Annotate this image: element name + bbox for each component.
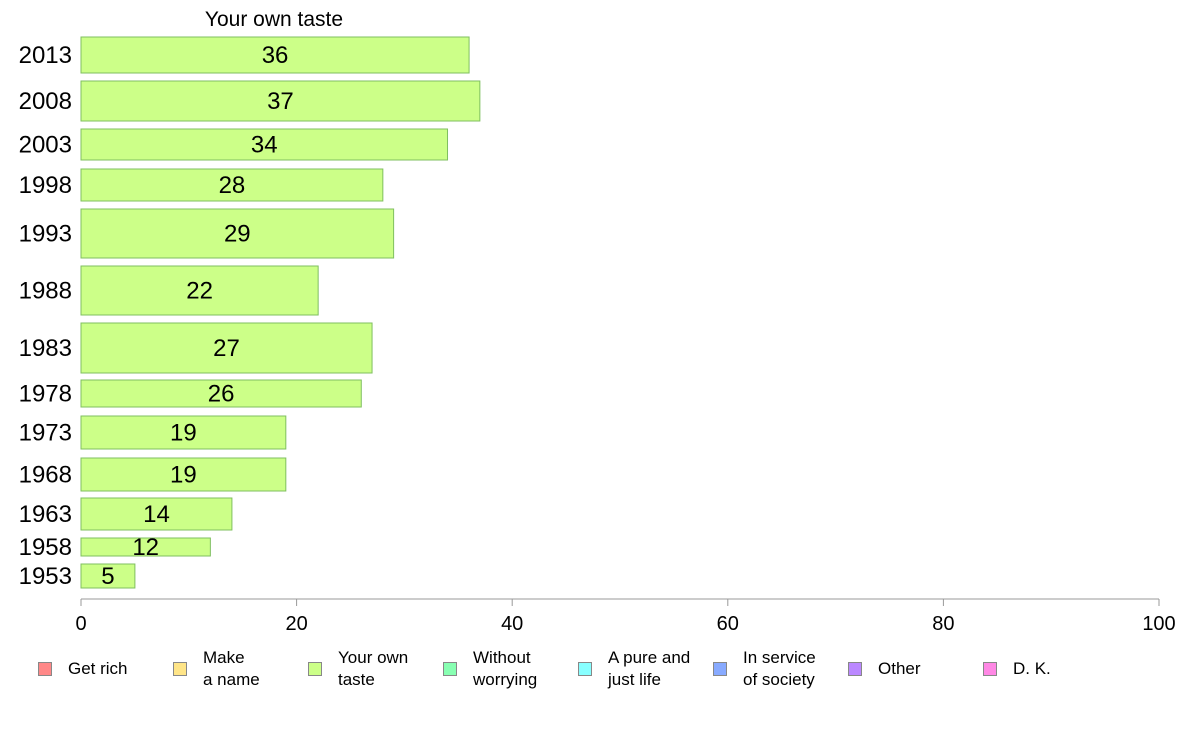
bar-1978 (80, 379, 362, 408)
legend-label: Your own taste (338, 648, 409, 689)
category-label-1983: 1983 (19, 335, 72, 362)
value-label-1973: 19 (170, 420, 197, 447)
legend-item: Make a name (173, 646, 260, 692)
legend-label: Get rich (68, 659, 128, 678)
value-label-1963: 14 (143, 501, 170, 528)
legend-item: In service of society (713, 646, 816, 692)
category-label-1993: 1993 (19, 221, 72, 248)
bar-1993 (80, 208, 395, 259)
x-tick-label-40: 40 (501, 613, 523, 635)
x-axis: 0 20 40 60 80 100 (75, 598, 1176, 635)
x-tick-label-100: 100 (1142, 613, 1175, 635)
legend-item: D. K. (983, 646, 1051, 692)
legend-label: Make a name (203, 648, 260, 689)
category-label-1998: 1998 (19, 172, 72, 199)
bars-group: 2013 36 2008 37 2003 34 1998 28 1993 29 1988 22 1983… (19, 36, 481, 590)
legend-item: Without worrying (443, 646, 537, 692)
bar-2003 (80, 128, 449, 161)
bar-1973 (80, 415, 287, 450)
category-label-1973: 1973 (19, 420, 72, 447)
legend-swatch (173, 662, 187, 676)
legend-label: In service of society (743, 648, 816, 689)
bar-chart: Your own taste 2013 36 2008 37 2003 34 1998 28 1… (19, 8, 1176, 635)
bar-1953 (80, 563, 136, 589)
legend-item: A pure and just life (578, 646, 690, 692)
category-label-2008: 2008 (19, 88, 72, 115)
legend-item: Your own taste (308, 646, 408, 692)
legend-label: Other (878, 659, 921, 678)
legend-swatch (578, 662, 592, 676)
bar-1983 (80, 322, 373, 374)
x-tick-label-60: 60 (717, 613, 739, 635)
category-label-2003: 2003 (19, 132, 72, 159)
bar-1958 (80, 537, 211, 557)
value-label-1998: 28 (219, 172, 246, 199)
value-label-1978: 26 (208, 381, 235, 408)
category-label-1963: 1963 (19, 501, 72, 528)
legend-swatch (848, 662, 862, 676)
legend-swatch (443, 662, 457, 676)
x-tick-label-80: 80 (932, 613, 954, 635)
value-label-1968: 19 (170, 462, 197, 489)
category-label-1978: 1978 (19, 381, 72, 408)
value-label-1953: 5 (101, 563, 114, 590)
bar-2008 (80, 80, 481, 122)
chart-title: Your own taste (205, 8, 343, 31)
legend-item: Get rich (38, 646, 128, 692)
bar-1968 (80, 457, 287, 492)
value-label-1988: 22 (186, 278, 213, 305)
bar-2013 (80, 36, 470, 74)
category-label-1968: 1968 (19, 462, 72, 489)
value-label-2013: 36 (262, 42, 289, 69)
bar-1998 (80, 168, 384, 202)
legend-label: A pure and just life (608, 648, 691, 689)
legend-item: Other (848, 646, 921, 692)
legend-label: D. K. (1013, 659, 1051, 678)
value-label-2008: 37 (267, 88, 294, 115)
legend-label: Without worrying (473, 648, 538, 689)
value-label-1983: 27 (213, 335, 240, 362)
category-label-1953: 1953 (19, 563, 72, 590)
bar-1988 (80, 265, 319, 316)
x-tick-label-0: 0 (75, 613, 86, 635)
value-label-2003: 34 (251, 132, 278, 159)
value-label-1958: 12 (132, 534, 159, 561)
x-tick-label-20: 20 (285, 613, 307, 635)
value-label-1993: 29 (224, 221, 251, 248)
legend: Get rich Make a name Your own taste Without… (0, 646, 1188, 696)
legend-swatch (713, 662, 727, 676)
category-label-1958: 1958 (19, 534, 72, 561)
bar-1963 (80, 497, 233, 531)
category-label-1988: 1988 (19, 278, 72, 305)
legend-swatch (38, 662, 52, 676)
legend-swatch (983, 662, 997, 676)
category-label-2013: 2013 (19, 42, 72, 69)
legend-swatch (308, 662, 322, 676)
